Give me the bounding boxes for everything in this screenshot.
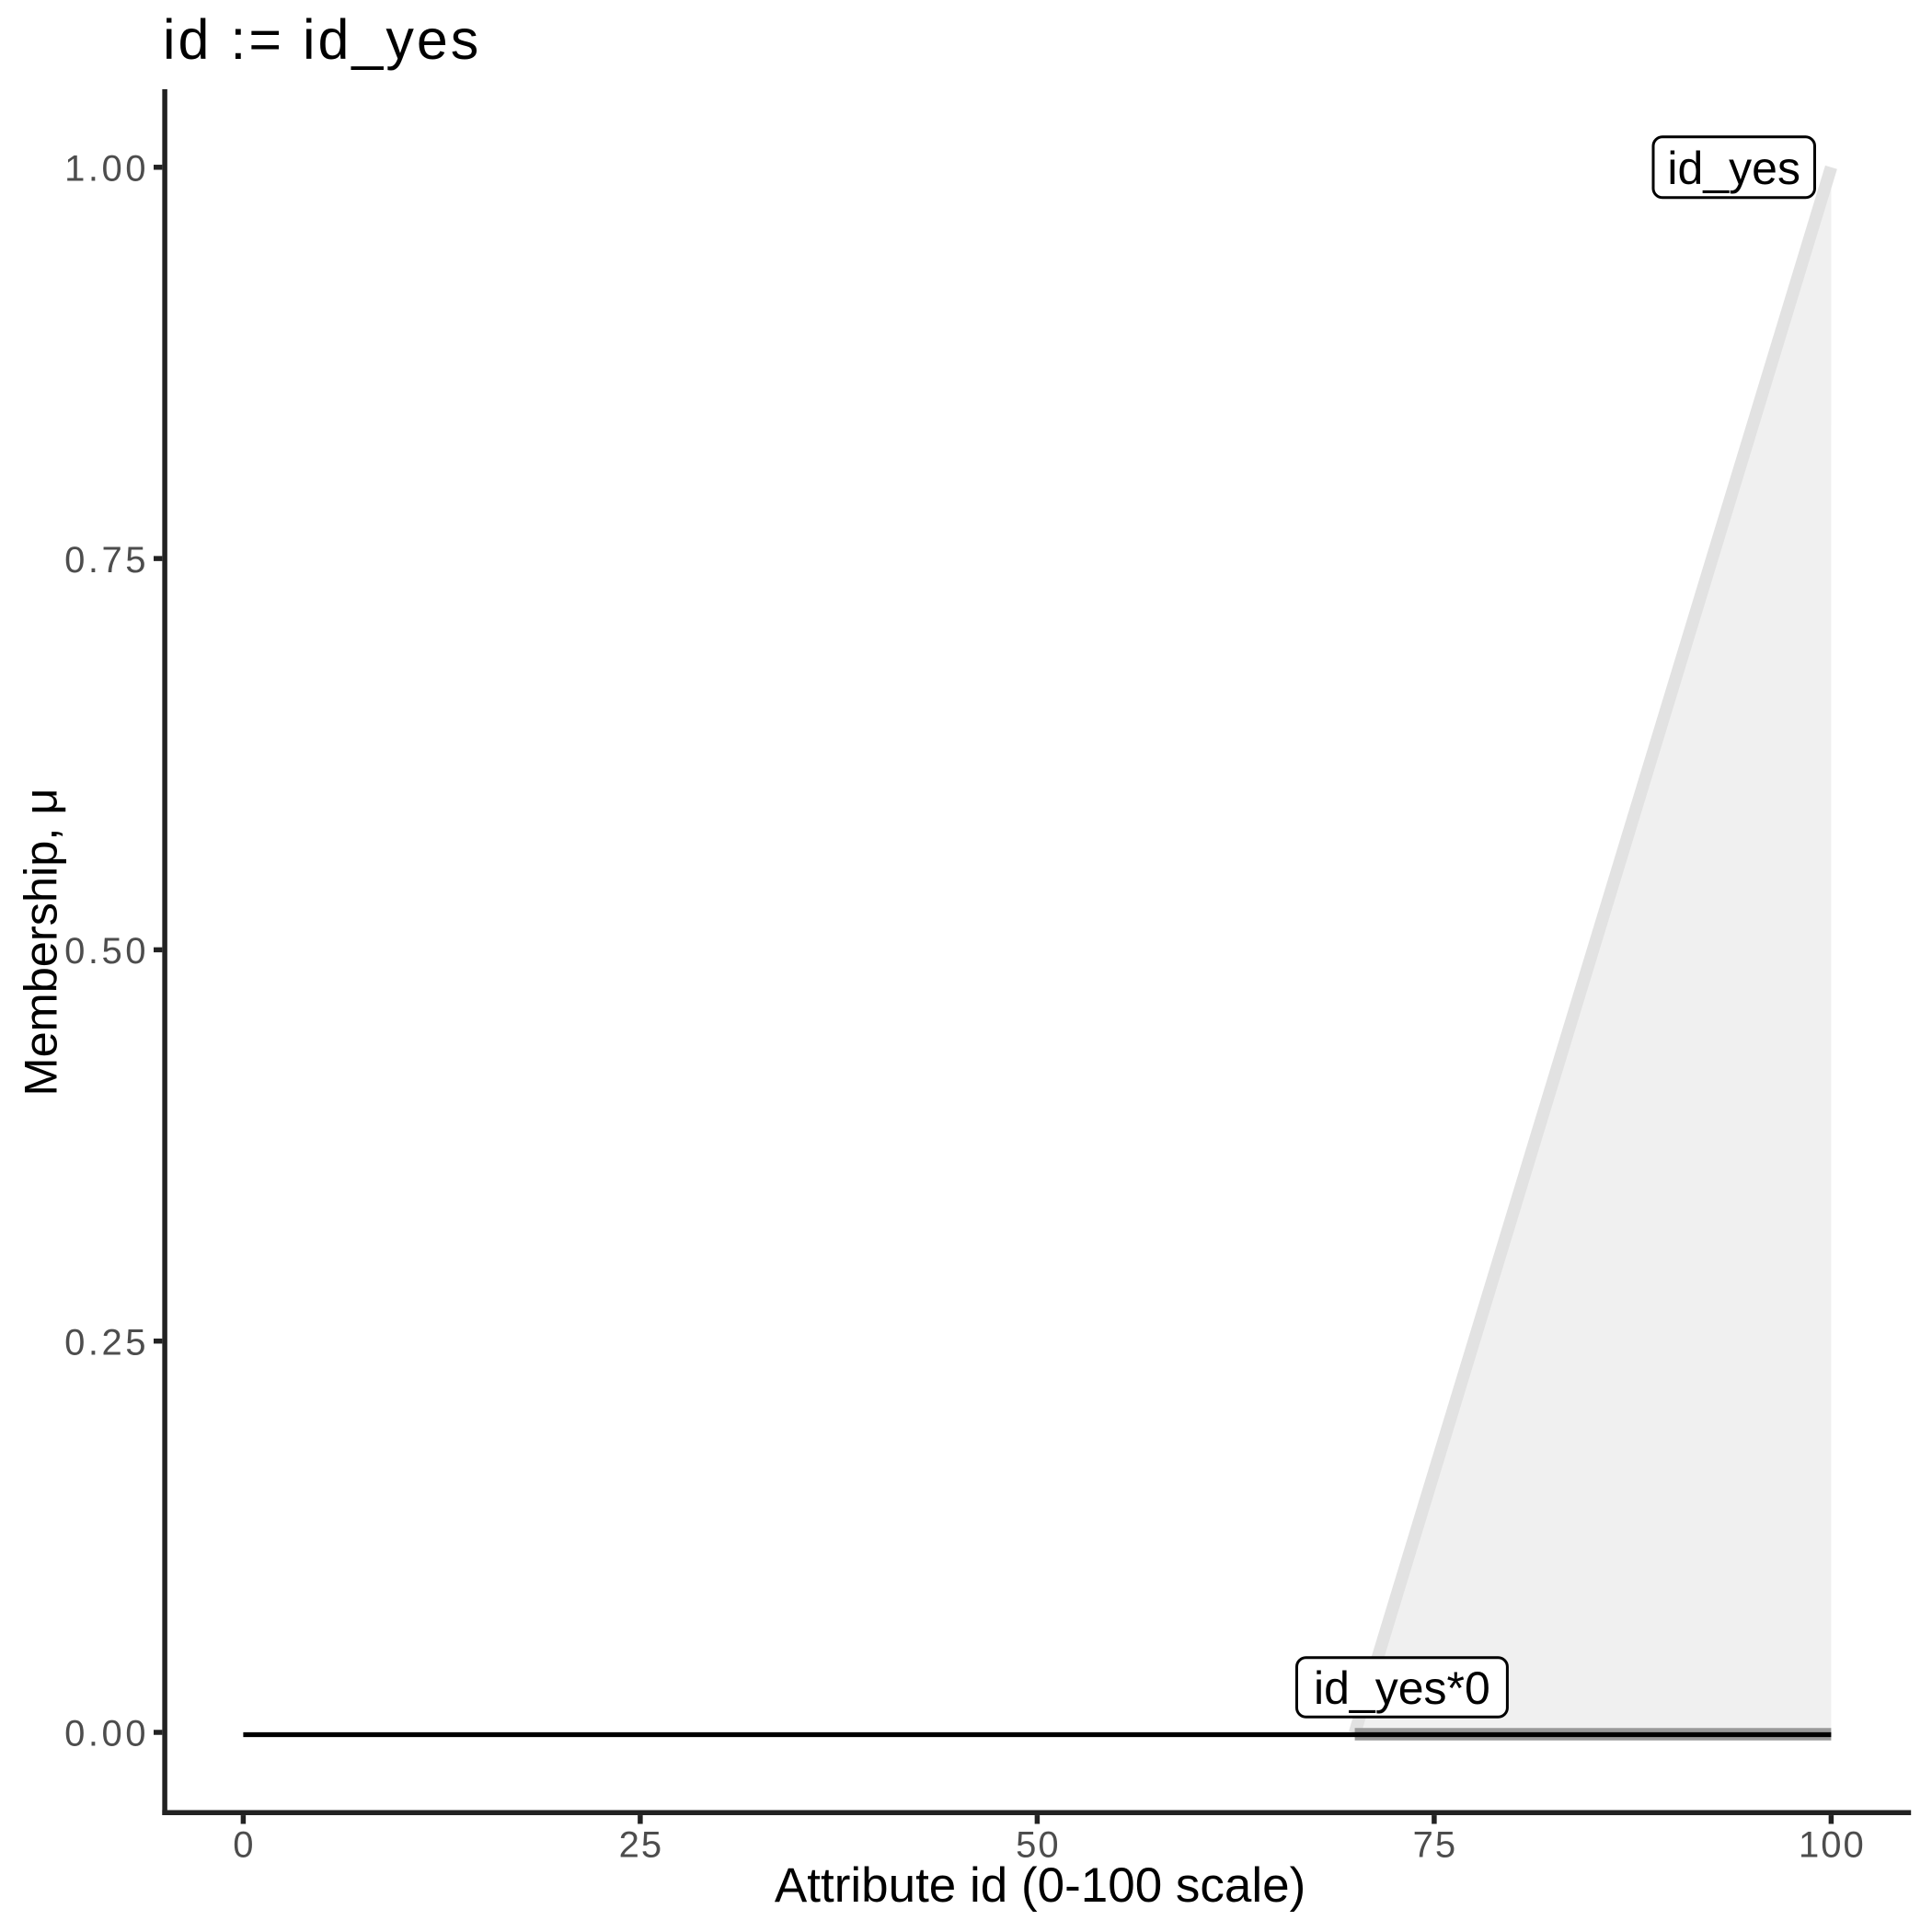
svg-text:25: 25 [619,1825,664,1866]
svg-text:id_yes*0: id_yes*0 [1314,1662,1490,1714]
svg-text:0.50: 0.50 [64,931,149,972]
svg-text:0: 0 [233,1825,255,1866]
svg-text:id_yes: id_yes [1667,143,1800,194]
svg-text:Attribute id (0-100 scale): Attribute id (0-100 scale) [775,1858,1305,1913]
svg-text:75: 75 [1413,1825,1458,1866]
svg-text:Membership, μ: Membership, μ [15,788,67,1096]
svg-text:id := id_yes: id := id_yes [163,8,481,71]
svg-text:1.00: 1.00 [64,149,149,190]
svg-text:0.25: 0.25 [64,1322,149,1363]
svg-text:100: 100 [1799,1825,1866,1866]
svg-text:0.75: 0.75 [64,540,149,581]
svg-text:0.00: 0.00 [64,1714,149,1754]
svg-text:50: 50 [1016,1825,1061,1866]
